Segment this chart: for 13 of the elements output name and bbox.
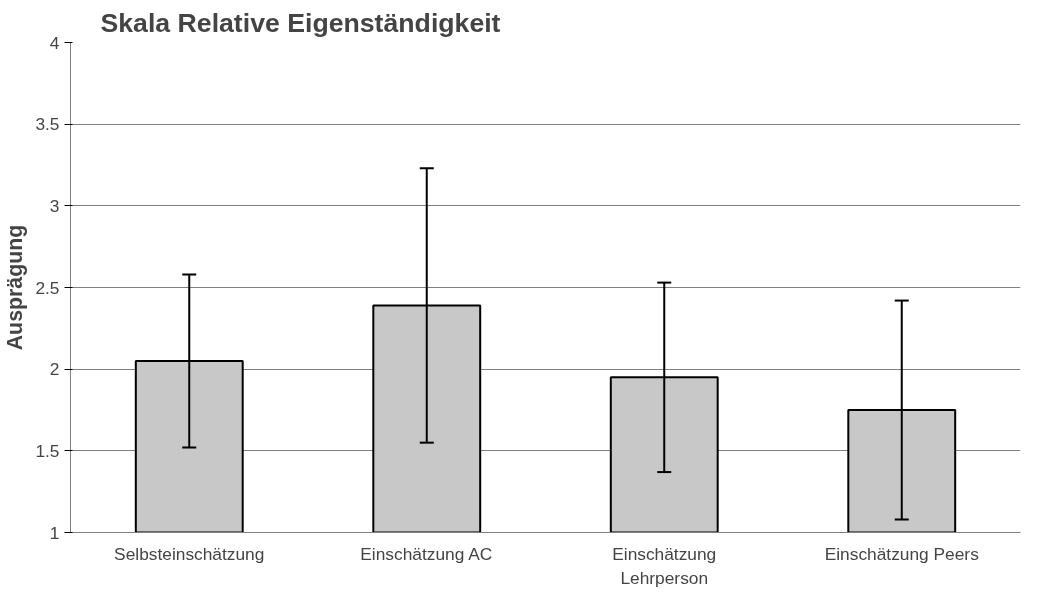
y-tick-label: 2	[49, 359, 60, 380]
y-axis-title: Ausprägung	[3, 224, 28, 351]
x-tick-label: Einschätzung Lehrperson	[612, 543, 717, 588]
y-tick-label: 4	[49, 32, 60, 53]
x-tick-label: Einschätzung Peers	[824, 543, 980, 564]
y-tick-label: 3	[49, 195, 60, 216]
x-tick-label: Selbsteinschätzung	[114, 543, 265, 564]
y-tick-label: 1.5	[35, 440, 60, 461]
y-tick-label: 1	[49, 522, 60, 543]
y-tick-label: 3.5	[35, 114, 60, 135]
chart-title: Skala Relative Eigenständigkeit	[100, 7, 501, 38]
x-tick-label: Einschätzung AC	[360, 543, 493, 564]
y-tick-label: 2.5	[35, 277, 60, 298]
